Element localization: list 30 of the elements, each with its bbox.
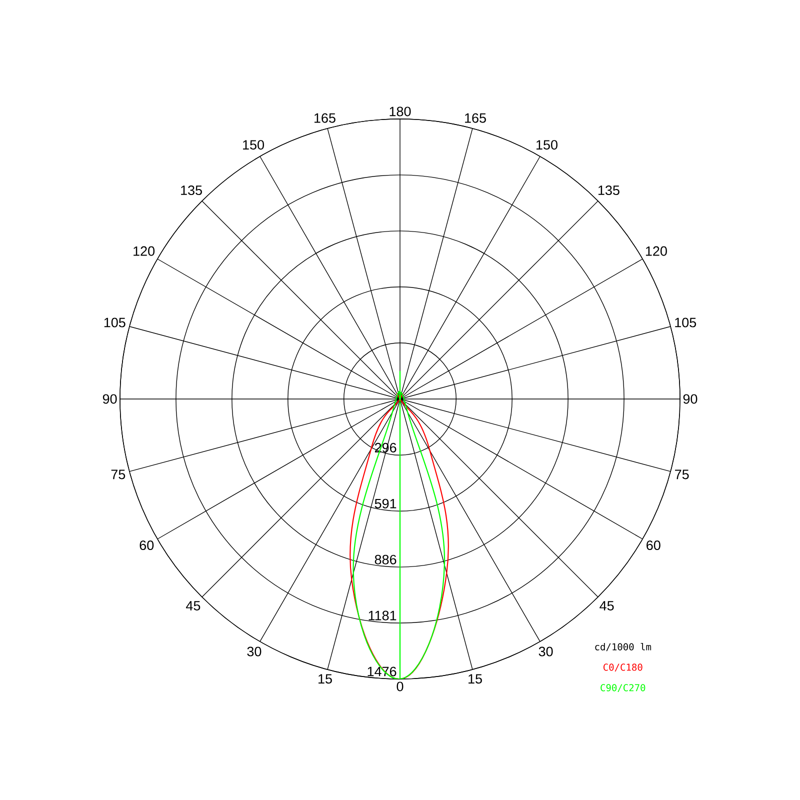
spoke-label: 0: [396, 682, 404, 692]
text: cd/1000 lm: [595, 643, 652, 652]
y-tick-label: 886: [374, 554, 396, 564]
spoke-label: 135: [181, 186, 202, 196]
spoke-label: 90: [683, 394, 698, 404]
spoke-label: 75: [111, 470, 126, 480]
spoke-label: 150: [536, 140, 558, 150]
y-tick-label: 1181: [368, 610, 396, 620]
spoke-label: 105: [104, 318, 126, 328]
spoke-label: 75: [675, 470, 689, 480]
spoke-label: 45: [186, 601, 200, 610]
spoke-label: 165: [314, 113, 336, 123]
spoke-label: 90: [102, 394, 117, 404]
spoke-label: 135: [598, 186, 620, 196]
spoke-label: 150: [243, 140, 264, 150]
text: C0/C180: [604, 664, 642, 672]
spoke-label: 120: [646, 246, 667, 256]
text: C90/C270: [600, 684, 646, 692]
spoke-label: 165: [465, 113, 486, 123]
spoke-label: 60: [140, 540, 154, 550]
spoke-label: 30: [538, 646, 553, 656]
spoke-label: 15: [468, 674, 482, 684]
spoke-label: 120: [134, 246, 155, 256]
spoke-label: 105: [675, 318, 696, 328]
y-tick-label: 591: [374, 498, 396, 508]
spoke-label: 30: [247, 646, 262, 656]
spoke-label: 180: [390, 106, 411, 116]
spoke-label: 45: [600, 601, 614, 610]
spoke-label: 15: [318, 674, 332, 684]
spoke-label: 60: [646, 540, 660, 550]
